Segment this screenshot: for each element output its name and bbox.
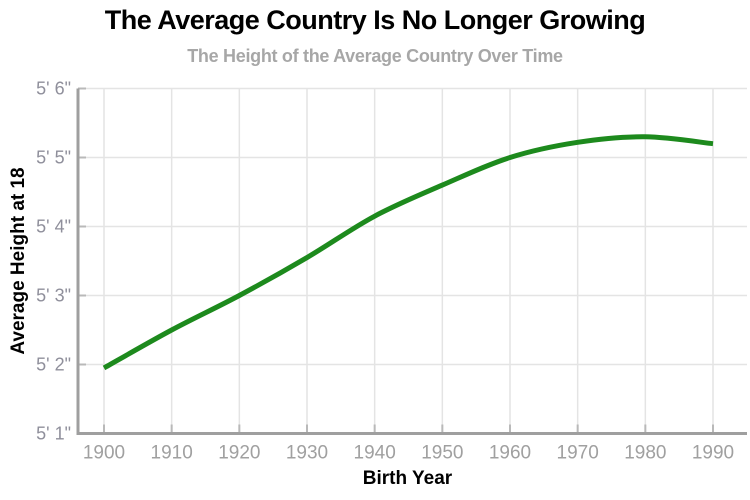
x-tick-label: 1930	[286, 443, 328, 464]
y-tick-label: 5' 3"	[36, 286, 71, 306]
y-axis-title: Average Height at 18	[8, 167, 29, 354]
y-tick-label: 5' 4"	[36, 217, 71, 237]
y-tick-label: 5' 2"	[36, 355, 71, 375]
x-tick-label: 1940	[354, 443, 396, 464]
chart-subtitle: The Height of the Average Country Over T…	[187, 46, 563, 66]
y-tick-label: 5' 1"	[36, 424, 71, 444]
y-tick-label: 5' 5"	[36, 148, 71, 168]
x-tick-label: 1960	[489, 443, 531, 464]
x-tick-label: 1910	[151, 443, 193, 464]
x-tick-label: 1900	[83, 443, 125, 464]
x-axis-title: Birth Year	[363, 468, 453, 489]
x-tick-label: 1970	[557, 443, 599, 464]
y-tick-label: 5' 6"	[36, 79, 71, 99]
x-tick-label: 1920	[218, 443, 260, 464]
chart-title: The Average Country Is No Longer Growing	[104, 5, 646, 35]
x-tick-label: 1980	[624, 443, 666, 464]
x-tick-label: 1950	[421, 443, 463, 464]
x-tick-label: 1990	[692, 443, 734, 464]
data-line	[102, 134, 714, 371]
